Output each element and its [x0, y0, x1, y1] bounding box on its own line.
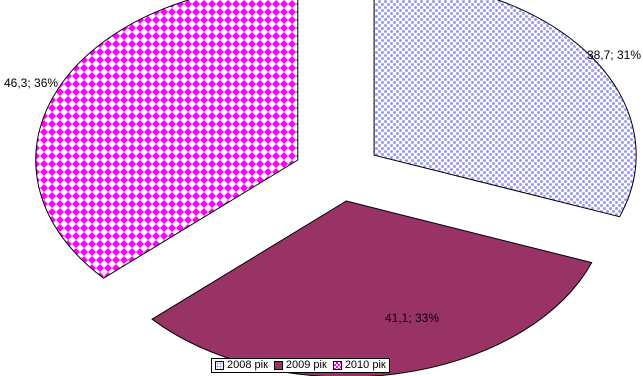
pie-data-labels: 38,7; 31% 41,1; 33% 46,3; 36% — [4, 48, 641, 325]
pie-slices — [35, 0, 637, 376]
data-label-2009: 41,1; 33% — [385, 311, 439, 325]
slice-2010 — [35, 0, 299, 279]
slice-2009 — [151, 200, 593, 376]
data-label-2010: 46,3; 36% — [4, 76, 58, 90]
legend-swatch-2010 — [332, 361, 342, 370]
legend-label-2009: 2009 рік — [285, 359, 327, 371]
legend-swatch-2009 — [273, 361, 283, 370]
legend-item-2009: 2009 рік — [273, 359, 327, 372]
legend-label-2008: 2008 рік — [227, 359, 268, 371]
legend-item-2010: 2010 рік — [332, 359, 386, 372]
slice-2008 — [373, 0, 637, 218]
legend-swatch-2008 — [215, 361, 224, 370]
chart-legend: 2008 рік 2009 рік 2010 рік — [211, 358, 390, 373]
legend-item-2008: 2008 рік — [215, 359, 268, 372]
data-label-2008: 38,7; 31% — [587, 48, 641, 62]
legend-label-2010: 2010 рік — [344, 359, 386, 371]
